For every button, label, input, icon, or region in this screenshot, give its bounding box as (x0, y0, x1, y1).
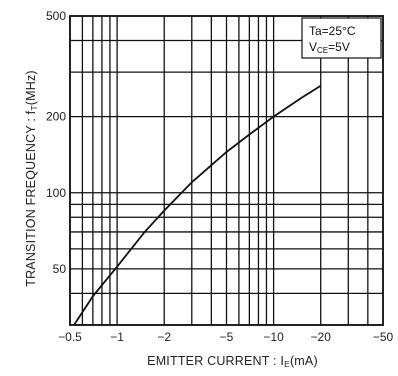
y-tick-label: 50 (53, 262, 67, 276)
x-tick-label: −10 (263, 330, 284, 344)
x-tick-labels: −0.5 −1 −2 −5 −10 −20 −50 (58, 330, 393, 344)
transition-frequency-curve (73, 84, 322, 326)
grid (69, 15, 384, 326)
y-axis-title: TRANSITION FREQUENCY : fT(MHz) (24, 70, 39, 287)
x-tick-label: −5 (220, 330, 234, 344)
annotation-voltage: VCE=5V (309, 40, 350, 55)
x-tick-label: −20 (311, 330, 332, 344)
y-tick-label: 500 (46, 9, 66, 23)
annotation-temperature: Ta=25°C (309, 24, 356, 38)
x-tick-label: −2 (157, 330, 171, 344)
condition-annotation: Ta=25°C VCE=5V (301, 17, 382, 59)
x-tick-label: −0.5 (58, 330, 82, 344)
annotation-box (301, 17, 382, 59)
x-tick-label: −50 (373, 330, 394, 344)
plot-frame (69, 15, 384, 326)
y-tick-label: 100 (46, 186, 66, 200)
x-axis-title: EMITTER CURRENT : IE(mA) (147, 354, 318, 369)
y-tick-labels: 50 100 200 500 (46, 9, 66, 276)
y-tick-label: 200 (46, 110, 66, 124)
x-tick-label: −1 (110, 330, 124, 344)
